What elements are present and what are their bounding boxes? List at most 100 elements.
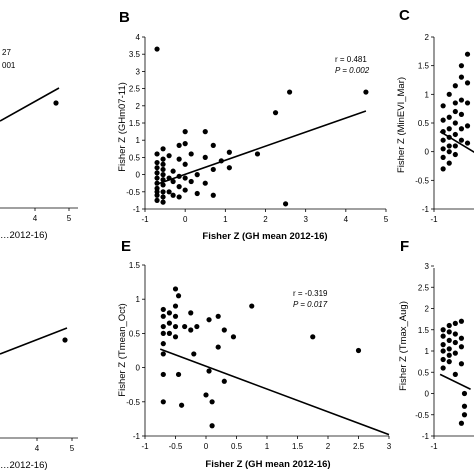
panel-c-point — [452, 131, 458, 138]
panel-f-y-tick-label: -0.5 — [415, 411, 429, 420]
panel-c-point — [440, 137, 446, 143]
panel-b-point — [176, 173, 182, 179]
panel-b-y-tick-label: -0.5 — [126, 188, 140, 197]
panel-a-x-tick-label: 4 — [33, 214, 38, 223]
panel-c-point — [464, 80, 471, 86]
panel-b-x-label: Fisher Z (GH mean 2012-16) — [202, 231, 327, 242]
panel-e-point — [188, 310, 194, 316]
panel-b-point — [160, 177, 166, 183]
panel-b-point — [160, 156, 166, 162]
panel-d-x-tick-label: 5 — [70, 444, 75, 453]
panel-e-point — [191, 351, 197, 357]
panel-b-point — [170, 178, 176, 185]
panel-f-fit-line — [439, 373, 471, 390]
panel-e-x-tick-label: -1 — [141, 442, 149, 451]
panel-c-point — [446, 160, 452, 166]
panel-f-point — [452, 350, 458, 356]
panel-b-x-tick-label: -1 — [141, 215, 149, 224]
panel-b-point — [210, 142, 216, 148]
panel-c-point — [446, 149, 452, 155]
panel-d-point — [62, 337, 68, 343]
panel-e-point — [172, 334, 179, 340]
panel-c-point — [452, 151, 458, 158]
panel-b-stat-p: P = 0.002 — [335, 66, 370, 75]
panel-b-point — [154, 192, 160, 198]
panel-c-point — [452, 108, 458, 115]
panel-f-point — [461, 403, 468, 409]
panel-a-stat-p: 001 — [2, 61, 16, 70]
panel-c-point — [464, 123, 471, 129]
panel-c-point — [458, 111, 465, 117]
panel-f-point — [461, 390, 468, 397]
panel-e-x-tick-label: 0.5 — [231, 442, 243, 451]
panel-a-point — [53, 100, 59, 106]
panel-e-point — [355, 347, 362, 354]
panel-e-point — [160, 341, 166, 347]
panel-f-point — [440, 327, 446, 333]
panel-e-point — [179, 402, 185, 408]
panel-c-point — [452, 143, 458, 149]
panel-e-point — [221, 327, 227, 333]
panel-e-point — [160, 330, 166, 336]
panel-b-stat-r: r = 0.481 — [335, 55, 367, 64]
panel-b-point — [182, 129, 188, 135]
panel-b-point — [226, 165, 232, 171]
panel-e-y-label: Fisher Z (Tmean_Oct) — [117, 303, 128, 396]
panel-b-x-tick-label: 5 — [384, 215, 389, 224]
panel-e-x-tick-label: 0 — [204, 442, 209, 451]
panel-e-point — [172, 313, 179, 319]
panel-f-y-tick-label: 1.5 — [418, 326, 430, 335]
panel-f-point — [458, 361, 465, 367]
panel-b-point — [154, 170, 160, 176]
panel-f-point — [440, 333, 446, 339]
panel-e-y-tick-label: 1 — [136, 295, 141, 304]
panel-b-point — [282, 201, 289, 207]
panel-c-y-tick-label: 0 — [425, 148, 430, 157]
panel-b-point — [160, 182, 166, 188]
panel-c-point — [458, 63, 465, 69]
panel-b-point — [176, 184, 182, 190]
panel-e-point — [194, 323, 200, 330]
panel-f-point — [452, 320, 458, 326]
panel-b-point — [182, 175, 188, 181]
panel-f-y-tick-label: 0.5 — [418, 368, 430, 377]
panel-b-point — [194, 190, 200, 197]
panel-e-point — [310, 334, 316, 340]
panel-c-point — [446, 91, 452, 97]
panel-e-x-tick-label: 2.5 — [353, 442, 365, 451]
panel-f-y-tick-label: 0 — [425, 390, 430, 399]
panel-c-point — [440, 117, 446, 123]
panel-f-y-tick-label: 2 — [425, 305, 430, 314]
panel-e-x-tick-label: 1 — [265, 442, 270, 451]
panel-f-y-tick-label: -1 — [422, 432, 430, 441]
panel-b-point — [182, 141, 188, 147]
panel-f-x-tick-label: -1 — [430, 442, 438, 451]
panel-b-point — [160, 161, 166, 167]
panel-b-point — [202, 180, 208, 186]
panel-c-x-tick-label: -1 — [430, 215, 438, 224]
panel-b-point — [188, 151, 194, 157]
panel-f-point — [452, 371, 458, 377]
panel-e-fit-line — [159, 348, 390, 436]
panel-b-letter: B — [119, 9, 130, 26]
panel-b-y-label: Fisher Z (GHm07-11) — [117, 82, 128, 172]
panel-c-point — [458, 137, 465, 143]
panel-e-x-label: Fisher Z (GH mean 2012-16) — [205, 459, 330, 470]
panel-f-point — [440, 348, 446, 354]
panel-c-y-tick-label: -1 — [422, 205, 430, 214]
panel-c-y-tick-label: 2 — [425, 33, 430, 42]
panel-f-point — [440, 365, 446, 371]
panel-b-point — [182, 161, 188, 167]
panel-e-x-tick-label: -0.5 — [169, 442, 183, 451]
panel-e-point — [206, 368, 212, 374]
panel-e-point — [215, 344, 221, 350]
panel-e-point — [160, 399, 166, 405]
panel-c-point — [458, 126, 465, 132]
panel-e-point — [203, 392, 209, 398]
panel-e-point — [160, 313, 166, 319]
panel-c-point — [440, 129, 446, 135]
panel-b-point — [154, 46, 160, 52]
panel-d-x-label: …2012-16) — [0, 460, 48, 471]
panel-c: C Fisher Z (MinEVI_Mar) 21.510.50-0.5-1 … — [396, 7, 474, 224]
